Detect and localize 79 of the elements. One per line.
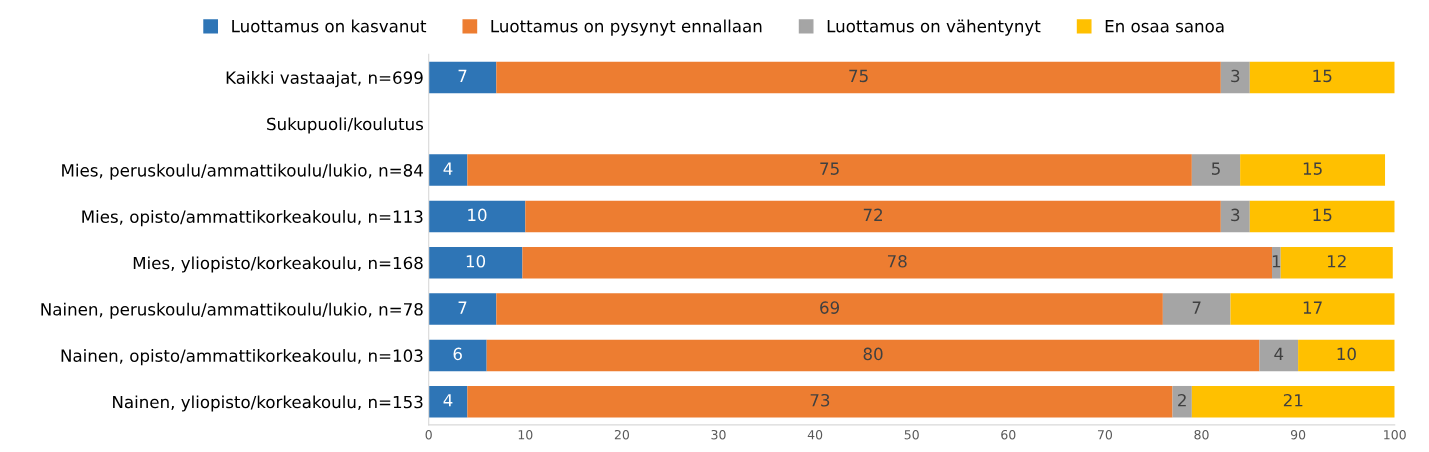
bar — [1191, 385, 1395, 418]
y-tick-label: Mies, opisto/ammattikorkeakoulu, n=113 — [82, 210, 423, 227]
x-tick-label: 30 — [711, 429, 726, 440]
bar — [496, 293, 1163, 325]
bar — [486, 339, 1260, 372]
bar — [1230, 293, 1395, 325]
bar — [1272, 246, 1281, 279]
y-tick-label: Nainen, opisto/ammattikorkeakoulu, n=103 — [61, 349, 423, 366]
x-tick-label: 60 — [1001, 429, 1016, 440]
bar — [428, 385, 468, 418]
bar — [428, 339, 487, 372]
y-tick-label: Nainen, peruskoulu/ammattikoulu/lukio, n=78 — [41, 302, 423, 319]
bar — [428, 61, 497, 94]
bar — [467, 385, 1173, 418]
bar — [1220, 200, 1250, 233]
y-tick-label: Sukupuoli/koulutus — [267, 117, 424, 134]
data-label: 10 — [1337, 347, 1356, 361]
bar — [522, 246, 1273, 279]
x-tick-label: 40 — [807, 429, 823, 440]
legend-label: Luottamus on pysynyt ennallaan — [491, 19, 762, 36]
x-tick-label: 100 — [1384, 429, 1406, 440]
bar — [525, 200, 1221, 233]
bar — [496, 61, 1221, 94]
data-label: 3 — [1231, 69, 1240, 83]
data-label: 72 — [863, 208, 882, 221]
bar — [1249, 61, 1395, 94]
data-label: 6 — [453, 347, 462, 361]
y-tick-label: Mies, yliopisto/korkeakoulu, n=168 — [133, 256, 423, 273]
x-tick-label: 10 — [518, 429, 533, 440]
data-label: 10 — [466, 254, 486, 268]
bar — [1259, 339, 1299, 372]
legend-label: Luottamus on kasvanut — [232, 19, 427, 33]
x-tick-label: 80 — [1194, 429, 1209, 440]
y-tick-label: Nainen, yliopisto/korkeakoulu, n=153 — [113, 395, 423, 412]
bar — [1249, 200, 1395, 233]
legend-label: Luottamus on vähentynyt — [827, 19, 1041, 36]
data-label: 4 — [1274, 347, 1284, 360]
data-label: 17 — [1303, 301, 1322, 314]
data-label: 15 — [1313, 69, 1332, 83]
bar — [428, 293, 497, 325]
y-tick-label: Mies, peruskoulu/ammattikoulu/lukio, n=84 — [62, 163, 423, 180]
data-label: 12 — [1327, 254, 1346, 268]
data-label: 2 — [1178, 393, 1186, 407]
data-label: 4 — [443, 162, 453, 175]
data-label: 21 — [1283, 393, 1303, 407]
bar — [1220, 61, 1250, 94]
x-tick-label: 50 — [904, 429, 919, 440]
data-label: 4 — [443, 394, 453, 407]
data-label: 5 — [1211, 162, 1220, 175]
data-label: 10 — [468, 208, 487, 222]
bar — [428, 246, 523, 279]
data-label: 7 — [1192, 301, 1201, 314]
data-label: 7 — [458, 301, 467, 314]
bar — [1172, 385, 1192, 418]
data-label: 78 — [887, 254, 907, 268]
data-label: 80 — [863, 347, 883, 361]
x-tick-label: 90 — [1290, 429, 1306, 440]
x-tick-label: 0 — [425, 429, 432, 440]
bar — [1162, 293, 1231, 325]
data-label: 3 — [1231, 208, 1240, 222]
data-label: 73 — [810, 393, 830, 407]
bar — [1240, 154, 1386, 186]
legend-label: En osaa sanoa — [1105, 20, 1224, 33]
data-label: 75 — [849, 69, 868, 83]
bar — [1191, 154, 1241, 186]
data-label: 15 — [1313, 208, 1332, 222]
bar — [428, 154, 468, 186]
bar — [1280, 246, 1393, 279]
data-label: 69 — [820, 301, 840, 314]
x-tick-label: 70 — [1097, 429, 1113, 440]
data-label: 75 — [820, 162, 839, 175]
data-label: 7 — [458, 69, 467, 82]
y-tick-label: Kaikki vastaajat, n=699 — [226, 71, 423, 88]
data-label: 15 — [1303, 162, 1322, 175]
x-tick-label: 20 — [614, 429, 630, 440]
bar — [467, 154, 1192, 186]
data-label: 1 — [1272, 255, 1281, 268]
bar — [1298, 339, 1395, 372]
bar — [428, 200, 526, 233]
